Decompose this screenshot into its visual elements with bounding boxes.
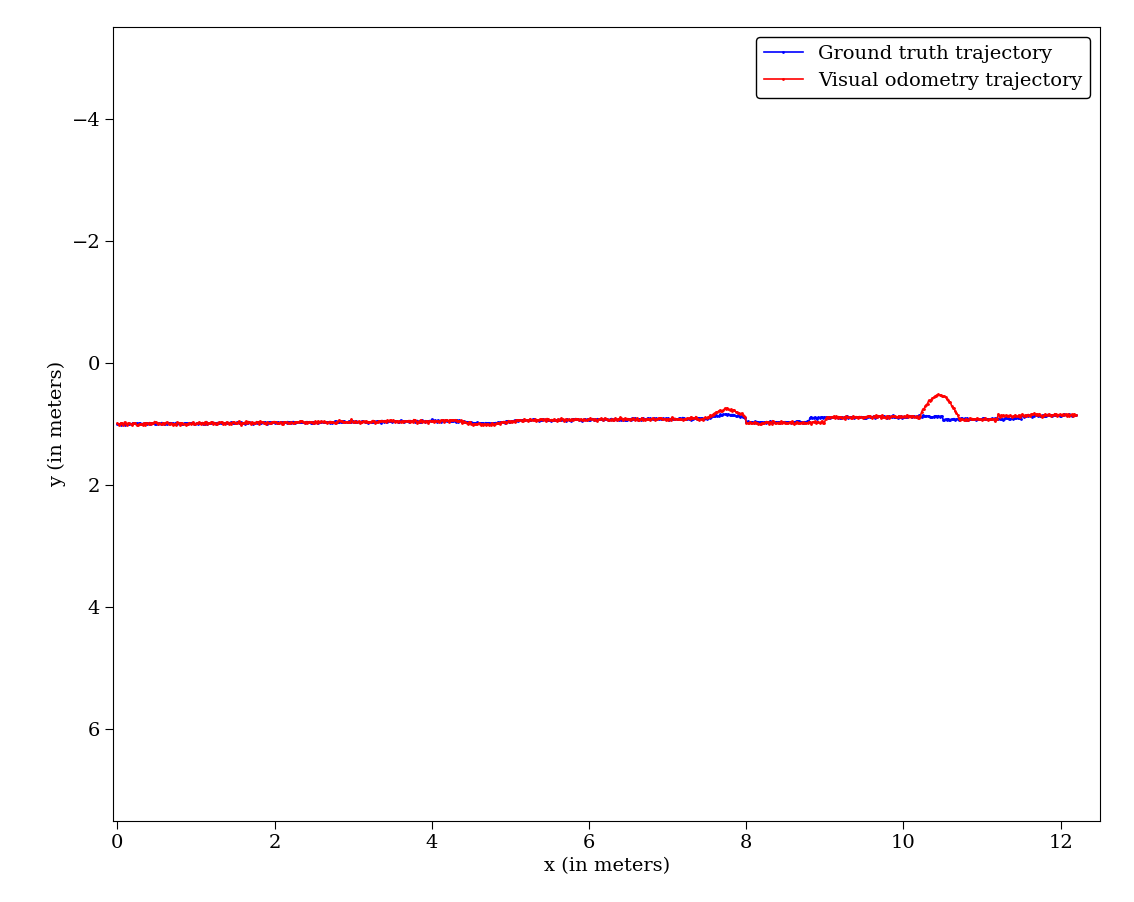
Ground truth trajectory <box>939 414 953 425</box>
Visual odometry trajectory <box>110 418 124 428</box>
Y-axis label: y (in meters): y (in meters) <box>48 361 66 487</box>
Legend: Ground truth trajectory, Visual odometry trajectory: Ground truth trajectory, Visual odometry… <box>756 37 1090 98</box>
X-axis label: x (in meters): x (in meters) <box>543 858 670 876</box>
Visual odometry trajectory <box>839 411 853 422</box>
Ground truth trajectory <box>115 419 128 430</box>
Ground truth trajectory <box>170 419 184 429</box>
Ground truth trajectory <box>694 413 708 424</box>
Line: Visual odometry trajectory: Visual odometry trajectory <box>116 393 1077 427</box>
Ground truth trajectory <box>719 409 733 419</box>
Visual odometry trajectory <box>129 420 143 431</box>
Visual odometry trajectory <box>694 414 708 425</box>
Ground truth trajectory <box>669 413 683 424</box>
Ground truth trajectory <box>723 410 737 420</box>
Ground truth trajectory <box>1069 410 1083 420</box>
Ground truth trajectory <box>840 410 854 421</box>
Visual odometry trajectory <box>1069 410 1083 420</box>
Visual odometry trajectory <box>170 417 184 428</box>
Visual odometry trajectory <box>669 413 683 424</box>
Line: Ground truth trajectory: Ground truth trajectory <box>116 413 1077 426</box>
Visual odometry trajectory <box>939 391 953 402</box>
Visual odometry trajectory <box>722 404 736 415</box>
Visual odometry trajectory <box>931 389 945 400</box>
Ground truth trajectory <box>110 419 124 429</box>
